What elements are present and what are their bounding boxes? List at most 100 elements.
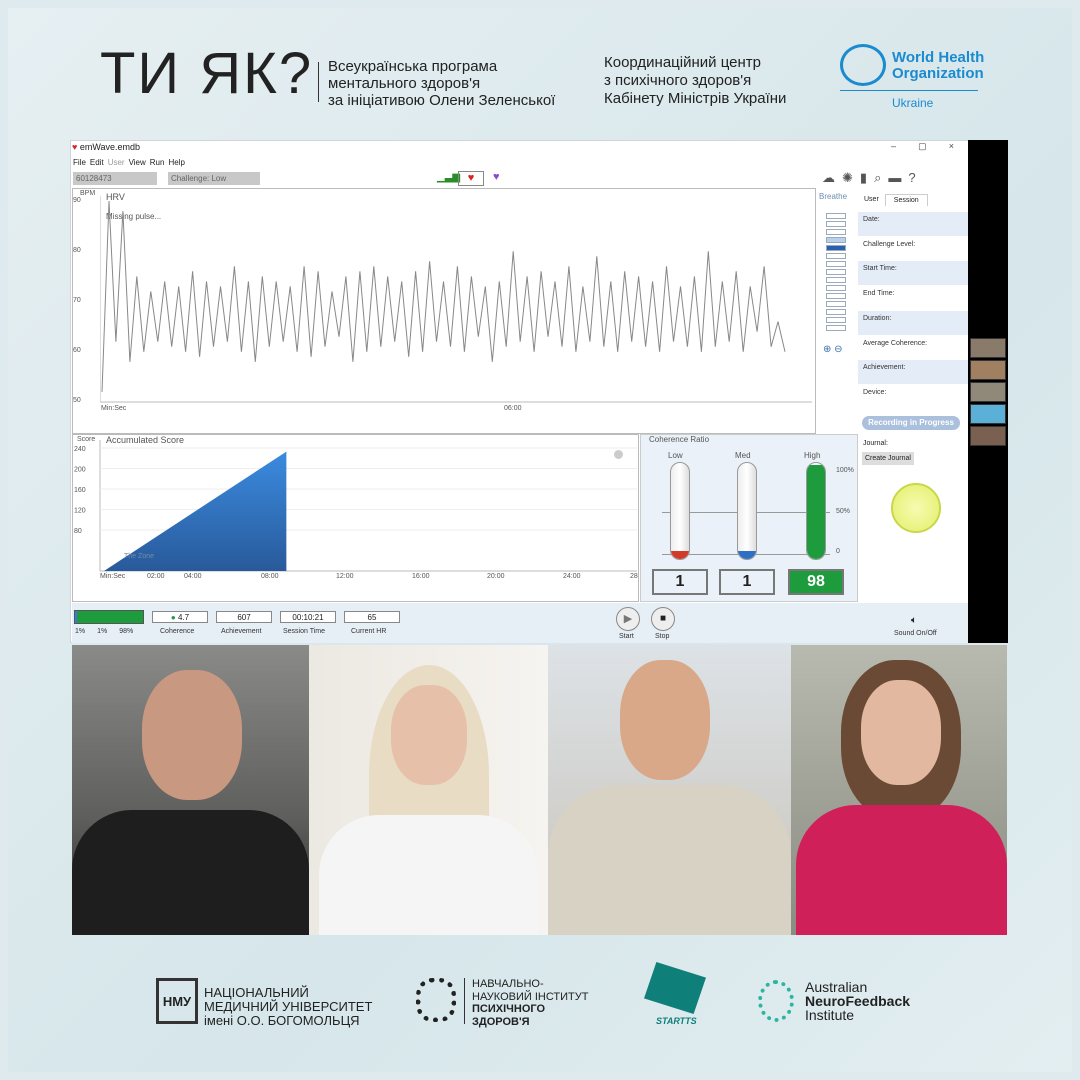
bar-chart-view-icon[interactable]: ▁▃▆ xyxy=(437,172,461,183)
play-icon: ▶ xyxy=(623,613,633,625)
ratio-bar xyxy=(74,610,144,624)
y-tick: 50 xyxy=(73,397,81,404)
participant-thumbnail[interactable] xyxy=(970,382,1006,402)
y-tick: 120 xyxy=(74,508,86,515)
face xyxy=(861,680,941,785)
minus-icon[interactable]: ⊖ xyxy=(834,344,843,355)
y-tick: 80 xyxy=(73,247,81,254)
menu-file[interactable]: File xyxy=(73,158,86,167)
tab-session[interactable]: Session xyxy=(884,194,928,206)
window-controls: – ▢ × xyxy=(880,141,965,152)
plus-icon[interactable]: ⊕ xyxy=(823,344,832,355)
menu-bar: File Edit User View Run Help xyxy=(73,158,185,167)
breathe-segment xyxy=(826,301,846,307)
close-button[interactable]: × xyxy=(948,141,954,151)
breathe-segment xyxy=(826,309,846,315)
start-button[interactable]: ▶ xyxy=(616,607,640,631)
session-field: Challenge Level: xyxy=(858,236,968,261)
maximize-button[interactable]: ▢ xyxy=(918,141,927,151)
face xyxy=(391,685,467,785)
nmu-line: НАЦІОНАЛЬНИЙ xyxy=(204,985,309,1000)
search-icon[interactable]: ⌕ xyxy=(874,170,882,185)
minimize-button[interactable]: – xyxy=(891,141,897,151)
session-field: Device: xyxy=(858,384,968,409)
menu-help[interactable]: Help xyxy=(168,158,185,167)
stop-button[interactable]: ■ xyxy=(651,607,675,631)
face xyxy=(142,670,242,800)
participant-thumbnail[interactable] xyxy=(970,426,1006,446)
session-time-value: 00:10:21 xyxy=(280,611,336,623)
hrv-plot xyxy=(100,196,812,403)
y-tick: 90 xyxy=(73,197,81,204)
x-tick: 24:00 xyxy=(563,573,581,580)
session-tabs: User Session xyxy=(858,194,928,206)
achievement-label: Achievement xyxy=(221,628,262,635)
create-journal-button[interactable]: Create Journal xyxy=(862,452,914,465)
speaker-icon[interactable]: 🔈︎ xyxy=(911,615,917,626)
score-title: Accumulated Score xyxy=(106,435,185,445)
start-label: Start xyxy=(619,633,634,640)
score-options-icon[interactable] xyxy=(614,450,623,459)
menu-user[interactable]: User xyxy=(107,158,125,167)
coherence-light-icon xyxy=(891,483,941,533)
sound-toggle[interactable]: Sound On/Off xyxy=(894,630,937,637)
status-bar xyxy=(72,603,968,643)
participant-thumbnail[interactable] xyxy=(970,338,1006,358)
hrv-title: HRV xyxy=(106,192,125,202)
menu-view[interactable]: View xyxy=(128,158,146,167)
breathe-segment xyxy=(826,261,846,267)
menu-edit[interactable]: Edit xyxy=(89,158,104,167)
y-tick: 200 xyxy=(74,467,86,474)
face xyxy=(620,660,710,780)
who-country: Ukraine xyxy=(892,96,934,110)
score-plot: 240 200 160 120 80 The Zone Min:Sec 02:00 04:00 0… xyxy=(74,440,638,580)
program-line: ментального здоров'я xyxy=(328,75,481,92)
x-tick: Min:Sec xyxy=(100,573,126,580)
session-field: Achievement: xyxy=(858,360,968,385)
current-hr-value: 65 xyxy=(344,611,400,623)
anfi-name: Australian NeuroFeedback Institute xyxy=(805,980,910,1022)
who-name: Organization xyxy=(892,65,984,82)
ti-yak-logo: ТИ ЯК? xyxy=(100,41,314,106)
tab-user[interactable]: User xyxy=(864,196,879,203)
nmu-line: МЕДИЧНИЙ УНІВЕРСИТЕТ xyxy=(204,999,373,1014)
anfi-logo-icon xyxy=(758,980,794,1022)
cloud-icon[interactable]: ☁ xyxy=(822,170,835,185)
score-unit: Score xyxy=(77,436,96,443)
x-tick: 16:00 xyxy=(412,573,430,580)
balloon-view-icon[interactable]: ♥ xyxy=(493,171,500,183)
x-tick: 02:00 xyxy=(147,573,165,580)
score-area xyxy=(104,451,287,571)
help-icon[interactable]: ? xyxy=(908,170,916,185)
bpm-label: BPM xyxy=(80,190,96,197)
notebook-icon[interactable]: ▮ xyxy=(859,170,868,185)
challenge-field[interactable]: Challenge: Low xyxy=(168,172,260,185)
inst-line: НАУКОВИЙ ІНСТИТУТ xyxy=(472,990,589,1003)
book-icon[interactable]: ▬ xyxy=(888,170,902,185)
brain-logo-icon xyxy=(416,978,456,1022)
breathe-segment xyxy=(826,237,846,243)
nmu-name: НАЦІОНАЛЬНИЙ МЕДИЧНИЙ УНІВЕРСИТЕТ імені … xyxy=(204,986,372,1028)
pct-low: 1% xyxy=(75,628,86,635)
pct-high: 98% xyxy=(119,628,134,635)
journal-label: Journal: xyxy=(863,440,888,447)
session-field: End Time: xyxy=(858,286,968,311)
tick-100: 100% xyxy=(836,467,854,474)
breathe-segment xyxy=(826,293,846,299)
inst-line: ЗДОРОВ'Я xyxy=(472,1015,530,1028)
window-title-text: emWave.emdb xyxy=(79,142,141,152)
divider xyxy=(318,62,319,102)
heart-sun-icon[interactable]: ✺ xyxy=(842,170,853,185)
window-title: ♥ emWave.emdb xyxy=(72,142,140,152)
video-participant-4 xyxy=(791,645,1007,935)
breathe-segment xyxy=(826,221,846,227)
participant-thumbnail[interactable] xyxy=(970,360,1006,380)
participant-thumbnail[interactable] xyxy=(970,404,1006,424)
heart-view-icon[interactable]: ♥ xyxy=(458,171,484,186)
heart-icon: ♥ xyxy=(72,142,78,152)
video-participant-3 xyxy=(548,645,791,935)
x-tick: 12:00 xyxy=(336,573,354,580)
achievement-value: 607 xyxy=(216,611,272,623)
menu-run[interactable]: Run xyxy=(149,158,165,167)
user-id-field[interactable]: 60128473 xyxy=(73,172,157,185)
